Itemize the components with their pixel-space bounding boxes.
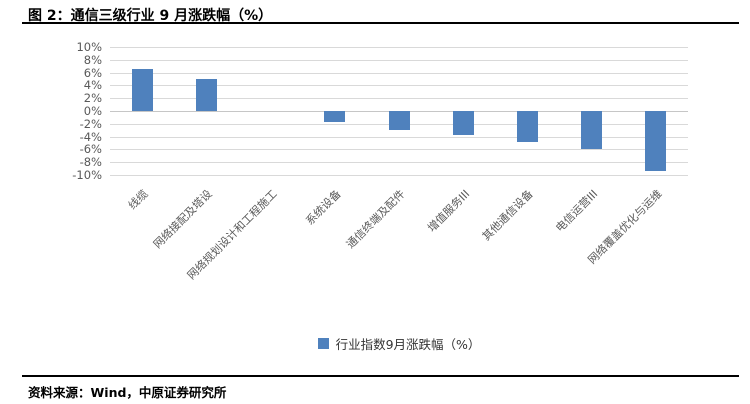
x-axis-category-label: 电信运营III [553, 187, 601, 235]
legend-label: 行业指数9月涨跌幅（%） [335, 337, 481, 352]
chart-legend: 行业指数9月涨跌幅（%） [110, 334, 688, 353]
y-axis-tick-label: 10% [76, 40, 102, 54]
chart-bar [324, 111, 346, 122]
y-axis-tick-label: -8% [79, 155, 102, 170]
source-note: 资料来源：Wind，中原证券研究所 [28, 385, 227, 400]
x-axis-category-label: 线缆 [125, 187, 151, 213]
gridline [110, 72, 688, 74]
gridline [110, 162, 688, 164]
chart-bar [516, 111, 538, 143]
x-axis-category-label: 网络接配及塔设 [151, 187, 215, 252]
gridline [110, 136, 688, 138]
x-axis-category-label: 系统设备 [303, 187, 344, 228]
y-axis-tick-label: -6% [79, 142, 102, 157]
y-axis-tick-label: -4% [79, 129, 102, 144]
figure-title: 图 2：通信三级行业 9 月涨跌幅（%） [28, 8, 273, 24]
y-axis-tick-label: 8% [83, 52, 102, 67]
y-axis-tick-label: 6% [83, 65, 102, 80]
chart-bar [452, 111, 474, 135]
chart-bar [195, 79, 217, 111]
chart-bar [388, 111, 410, 131]
x-axis-category-label: 增值服务III [424, 187, 472, 235]
gridline [110, 59, 688, 61]
gridline [110, 47, 688, 48]
y-axis-tick-label: 4% [83, 78, 102, 93]
chart-bar [131, 69, 153, 111]
x-axis-category-label: 其他通信设备 [480, 187, 537, 244]
title-rule [22, 22, 739, 24]
chart-bar [581, 111, 603, 149]
footer-rule [22, 375, 739, 377]
gridline [110, 175, 688, 176]
y-axis-tick-label: -2% [79, 116, 102, 131]
gridline [110, 85, 688, 87]
y-axis-tick-label: 0% [83, 104, 102, 118]
gridline [110, 98, 688, 100]
chart-bar [645, 111, 667, 171]
legend-swatch-icon [317, 338, 329, 349]
gridline [110, 149, 688, 151]
y-axis-tick-label: 2% [83, 91, 102, 106]
y-axis-tick-label: -10% [72, 168, 102, 182]
x-axis-category-label: 通信终端及配件 [343, 187, 408, 252]
